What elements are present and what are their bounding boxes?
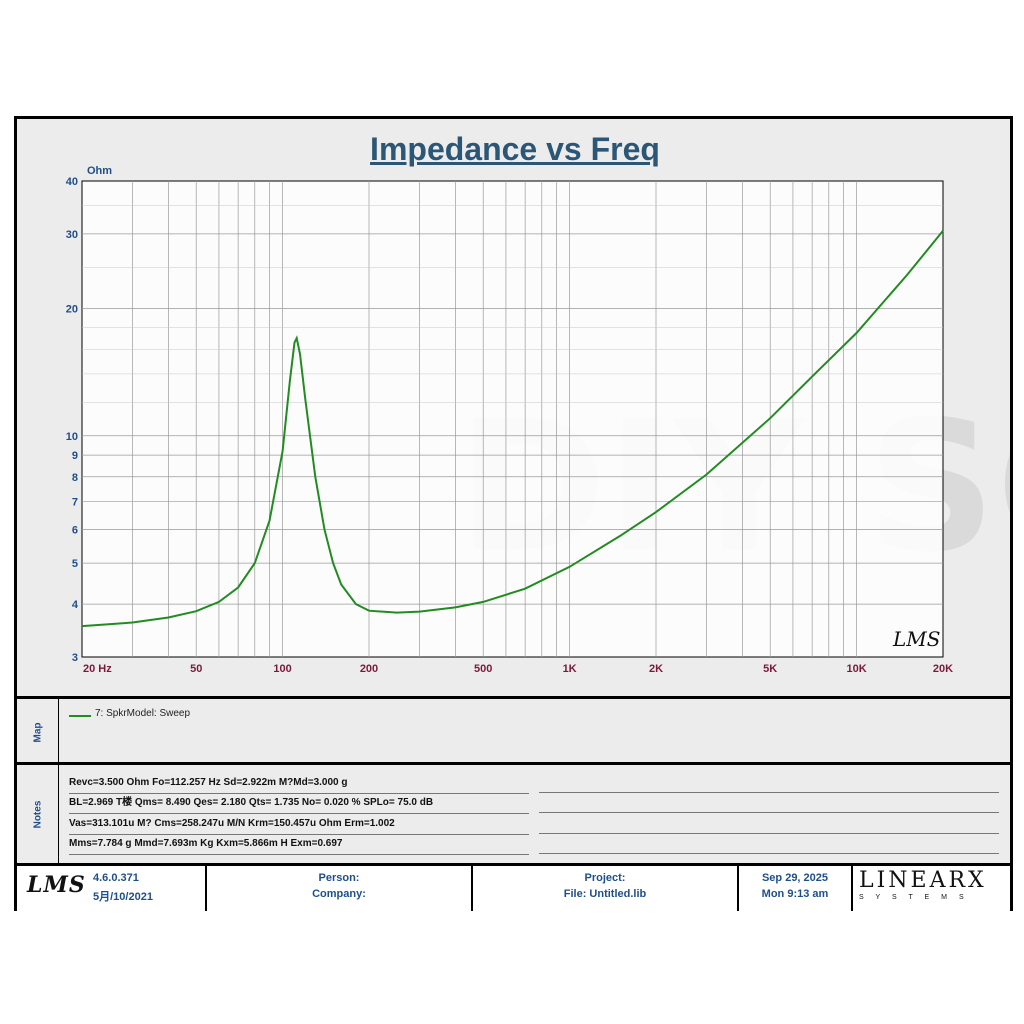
y-tick-label: 6 [72,525,78,537]
legend-swatch [69,715,91,717]
linearx-logo: LINEARX [859,868,987,893]
note-blank-2 [539,812,999,813]
y-tick-label: 9 [72,450,78,462]
y-tick-label: 4 [72,599,79,611]
note-line-1: Revc=3.500 Ohm Fo=112.257 Hz Sd=2.922m M… [69,775,529,794]
note-blank-4 [539,853,999,854]
footer-project-cell: Project: File: Untitled.lib [473,866,739,911]
footer: LMS 4.6.0.371 5月/10/2021 Person: Company… [17,863,1010,911]
linearx-subtitle: S Y S T E M S [859,894,969,901]
plot-area [81,180,944,658]
notes-band: Notes Revc=3.500 Ohm Fo=112.257 Hz Sd=2.… [17,762,1010,866]
notes-label-cell: Notes [17,765,59,863]
y-tick-label: 8 [72,472,78,484]
x-tick-label: 500 [474,663,492,675]
footer-company: Company: [312,888,366,900]
footer-time: Mon 9:13 am [761,888,829,900]
y-tick-label: 40 [66,176,78,188]
x-tick-labels: 20 Hz 50 100 200 500 1K 2K 5K 10K 20K [83,663,953,675]
footer-build-date: 5月/10/2021 [93,891,153,903]
chart-title: Impedance vs Freq [370,131,660,167]
y-tick-label: 3 [72,652,78,664]
note-blank-1 [539,792,999,793]
footer-version-cell: LMS 4.6.0.371 5月/10/2021 [17,866,207,911]
footer-person: Person: [318,872,360,884]
x-tick-label: 200 [360,663,378,675]
legend-entry: 7: SpkrModel: Sweep [95,708,191,719]
x-tick-label: 20K [933,663,953,675]
x-tick-label: 100 [273,663,291,675]
footer-person-cell: Person: Company: [207,866,473,911]
impedance-curve [81,230,944,628]
note-line-4: Mms=7.784 g Mmd=7.693m Kg Kxm=5.866m H E… [69,836,529,855]
map-label-cell: Map [17,699,59,765]
footer-brand-cell: LINEARX S Y S T E M S [853,866,1010,911]
x-tick-label: 1K [563,663,577,675]
x-tick-label: 50 [190,663,202,675]
y-tick-label: 7 [72,496,78,508]
x-tick-label: 5K [763,663,777,675]
footer-date: Sep 29, 2025 [761,872,829,884]
x-tick-label: 2K [649,663,663,675]
plot-lms-logo: LMS [892,627,940,651]
footer-lms-logo: LMS [27,872,86,898]
x-tick-label: 10K [847,663,867,675]
note-line-3: Vas=313.101u M? Cms=258.247u M/N Krm=150… [69,816,529,835]
notes-label: Notes [31,800,43,828]
footer-project: Project: [584,872,626,884]
y-tick-label: 20 [66,303,78,315]
footer-version: 4.6.0.371 [93,872,139,884]
y-axis-unit: Ohm [87,165,112,177]
y-tick-label: 10 [66,431,78,443]
y-tick-label: 5 [72,558,78,570]
y-tick-label: 30 [66,229,78,241]
grid [82,181,943,657]
footer-file: File: Untitled.lib [563,888,647,900]
map-label: Map [32,722,43,742]
y-tick-labels: 3 4 5 6 7 8 9 10 20 30 40 [66,176,79,664]
report-frame: Impedance vs Freq DIY SOUND 20 Hz5010020… [14,116,1013,911]
note-line-2: BL=2.969 T楼 Qms= 8.490 Qes= 2.180 Qts= 1… [69,795,529,814]
x-tick-label: 20 Hz [83,663,112,675]
map-band: Map 7: SpkrModel: Sweep [17,696,1010,765]
note-blank-3 [539,833,999,834]
footer-date-cell: Sep 29, 2025 Mon 9:13 am [739,866,853,911]
